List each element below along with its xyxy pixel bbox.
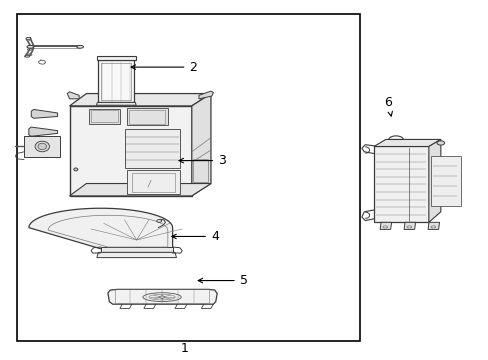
Polygon shape <box>403 222 415 229</box>
Polygon shape <box>29 208 172 249</box>
Polygon shape <box>96 102 136 105</box>
Ellipse shape <box>38 143 46 150</box>
Bar <box>124 129 180 168</box>
Ellipse shape <box>26 37 31 40</box>
Ellipse shape <box>157 220 161 222</box>
Bar <box>24 136 60 157</box>
Polygon shape <box>97 56 136 60</box>
Bar <box>129 110 165 124</box>
Bar <box>193 159 207 182</box>
Ellipse shape <box>35 141 49 152</box>
Polygon shape <box>29 127 58 136</box>
Polygon shape <box>191 94 210 196</box>
Polygon shape <box>373 147 428 222</box>
Ellipse shape <box>25 55 30 57</box>
Polygon shape <box>69 106 191 196</box>
Text: 5: 5 <box>198 274 247 287</box>
Bar <box>115 289 208 303</box>
Bar <box>91 110 117 122</box>
Bar <box>101 247 172 252</box>
Polygon shape <box>97 252 176 258</box>
Bar <box>127 170 180 194</box>
Bar <box>127 108 167 125</box>
Polygon shape <box>67 92 79 99</box>
Polygon shape <box>69 184 210 196</box>
Ellipse shape <box>77 45 83 48</box>
Polygon shape <box>379 222 391 229</box>
Polygon shape <box>373 139 440 147</box>
Polygon shape <box>69 94 210 106</box>
Ellipse shape <box>27 45 34 48</box>
Polygon shape <box>428 139 440 222</box>
Ellipse shape <box>436 141 444 145</box>
Ellipse shape <box>142 293 181 302</box>
Bar <box>17 14 359 341</box>
Text: 3: 3 <box>179 154 225 167</box>
Bar <box>89 109 120 123</box>
Ellipse shape <box>74 168 78 171</box>
Text: /: / <box>147 179 150 188</box>
Bar <box>101 63 131 100</box>
Polygon shape <box>31 109 58 118</box>
Bar <box>132 173 175 192</box>
Text: 4: 4 <box>171 230 219 243</box>
Bar <box>98 60 134 102</box>
Ellipse shape <box>160 296 164 298</box>
Text: 1: 1 <box>180 342 188 355</box>
Text: 6: 6 <box>384 96 391 116</box>
Polygon shape <box>427 222 439 229</box>
Bar <box>430 156 461 207</box>
Polygon shape <box>199 91 213 99</box>
Polygon shape <box>108 289 217 304</box>
Text: 2: 2 <box>131 60 197 73</box>
